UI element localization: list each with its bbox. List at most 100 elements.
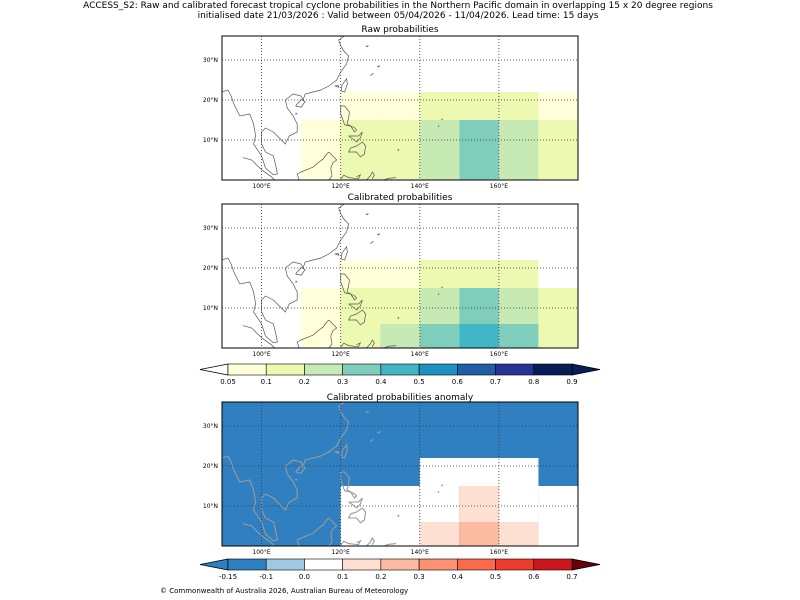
coastline [340,174,362,180]
heatmap-cell [459,260,499,288]
y-tick-label: 10°N [203,305,218,312]
colorbar-tick-label: 0.1 [337,573,348,581]
heatmap-cell [419,92,460,120]
coastline [397,149,400,151]
coastline [222,402,350,542]
colorbar-extend-under [199,558,229,571]
heatmap-cell [340,92,381,120]
coastline [296,517,330,546]
heatmap-cell [380,324,420,348]
heatmap-cell [538,92,578,120]
y-tick-label: 20°N [203,265,218,272]
map-frame [221,401,579,547]
map-frame [221,35,579,181]
coastline [397,515,400,518]
coastline [377,233,381,236]
colorbar-segment [495,363,535,376]
x-tick-label: 120°E [332,351,350,358]
coastline [296,319,330,348]
colorbar-segment [533,558,573,571]
heatmap-cell [498,260,539,288]
heatmap-cell [340,120,381,180]
coastline [437,491,440,494]
heatmap-cell [301,486,341,546]
coastline [340,443,348,459]
calibrated-probabilities-map: 100°E 120°E 140°E 160°E 10°N 20°N 30°N [203,203,579,358]
heatmap-cell [498,120,539,180]
calibrated-anomaly-map: 100°E 120°E 140°E 160°E 10°N 20°N 30°N [203,401,579,556]
coastline [441,118,443,121]
coastline [365,45,370,48]
coastline [397,317,400,319]
coastline [334,451,340,455]
coastline [242,523,275,546]
probability-colorbar: 0.05 0.1 0.2 0.3 0.4 0.5 0.6 0.7 0.8 0.9 [199,363,601,386]
y-tick-label: 30°N [203,57,218,64]
heatmap-cell [498,522,539,546]
heatmap-cell [380,260,420,288]
heatmap-cell [498,324,539,348]
coastline [341,77,348,93]
coastline [295,478,298,481]
coastline [295,280,298,283]
map-frame [221,203,579,349]
panel-title-calibrated: Calibrated probabilities [348,193,453,203]
coastline [242,325,275,348]
colorbar-segment [380,558,420,571]
heatmap-cell [538,120,578,180]
x-tick-label: 120°E [332,183,350,190]
heatmap-cell [498,486,539,522]
y-tick-label: 30°N [203,225,218,232]
coastline [341,245,348,261]
colorbar-tick-label: 0.2 [375,573,386,581]
heatmap-cell [459,324,499,348]
coastline [366,339,375,348]
coastline [295,464,306,474]
x-tick-label: 160°E [490,183,508,190]
x-tick-label: 120°E [332,549,350,556]
colorbar-extend-over [571,558,601,571]
heatmap-cell [419,120,460,180]
x-tick-label: 140°E [411,549,429,556]
coastline [370,72,374,76]
coastline [377,430,382,434]
x-tick-label: 140°E [411,351,429,358]
coastline [242,157,275,180]
colorbar-segment [265,558,305,571]
coastline [222,36,349,176]
coastline [383,543,397,546]
heatmap-cell [538,486,578,546]
coastline [369,438,374,443]
heatmap-cell [340,288,381,348]
heatmap-cell [380,522,420,546]
coastline [340,273,357,301]
coastline [366,171,375,180]
x-tick-label: 100°E [252,183,270,190]
figure-title-line1: ACCESS_S2: Raw and calibrated forecast t… [83,1,713,11]
colorbar-tick-label: 0.1 [261,378,272,386]
coastline [365,411,370,414]
colorbar-tick-label: 0.9 [566,378,577,386]
colorbar-tick-label: -0.15 [219,573,237,581]
colorbar-segment [495,558,535,571]
colorbar-segment [304,558,343,571]
colorbar-tick-label: 0.2 [299,378,310,386]
x-tick-label: 100°E [252,549,270,556]
heatmap-cell [459,522,499,546]
coastline [328,319,338,348]
heatmap-cell [419,288,460,324]
heatmap-cell [419,324,460,348]
coastline [295,267,306,276]
panel-title-anomaly: Calibrated probabilities anomaly [327,393,474,403]
coastline [340,105,357,133]
coastline [365,213,370,216]
raw-probabilities-map: 100°E 120°E 140°E 160°E 10°N 20°N 30°N [203,35,579,190]
colorbar-segment [304,363,343,376]
heatmap-cell [380,120,420,180]
colorbar-tick-label: 0.5 [414,378,425,386]
coastline [340,342,362,348]
colorbar-tick-label: 0.6 [528,573,540,581]
colorbar-tick-label: 0.3 [414,573,425,581]
colorbar-tick-label: 0.4 [375,378,387,386]
coastline [295,99,306,108]
